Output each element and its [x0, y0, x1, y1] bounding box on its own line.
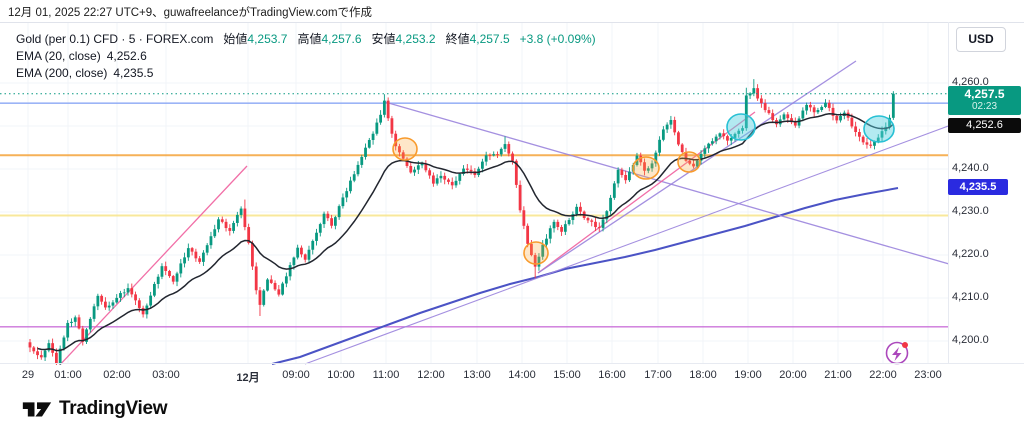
high-value: 4,257.6	[321, 32, 362, 46]
time-axis-label: 12:00	[417, 369, 445, 381]
creation-attribution: 12月 01, 2025 22:27 UTC+9、guwafreelanceがT…	[8, 7, 373, 19]
ema20-line	[37, 113, 894, 352]
time-axis-label: 10:00	[327, 369, 355, 381]
last-price-value: 4,257.5	[964, 87, 1005, 101]
open-value: 4,253.7	[247, 32, 288, 46]
legend-symbol-row[interactable]: Gold (per 0.1) CFD · 5 · FOREX.com 始値4,25…	[16, 31, 596, 48]
time-axis-label: 03:00	[152, 369, 180, 381]
ema20-value: 4,252.6	[106, 49, 147, 63]
change-value: +3.8 (+0.09%)	[519, 32, 596, 46]
price-axis-label: 4,200.0	[952, 334, 989, 346]
chart-legend: Gold (per 0.1) CFD · 5 · FOREX.com 始値4,25…	[16, 31, 596, 82]
time-axis-label: 13:00	[463, 369, 491, 381]
high-label: 高値	[297, 32, 322, 46]
time-axis-label: 12月	[236, 372, 260, 384]
price-axis-label: 4,260.0	[952, 76, 989, 88]
last-price-badge: 4,257.5 02:23	[948, 86, 1021, 115]
time-axis-label: 18:00	[689, 369, 717, 381]
price-axis-label: 4,240.0	[952, 162, 989, 174]
time-axis-label: 01:00	[54, 369, 82, 381]
time-axis-label: 16:00	[598, 369, 626, 381]
ema200-value: 4,235.5	[113, 66, 154, 80]
low-value: 4,253.2	[395, 32, 436, 46]
time-axis-label: 20:00	[779, 369, 807, 381]
drawn-circles[interactable]	[392, 113, 895, 265]
time-axis-label: 14:00	[508, 369, 536, 381]
time-axis-label: 19:00	[734, 369, 762, 381]
gridlines	[0, 23, 948, 364]
time-axis-label: 02:00	[103, 369, 131, 381]
ema20-price-badge: 4,252.6	[948, 118, 1021, 133]
close-label: 終値	[445, 32, 470, 46]
alert-bolt-button[interactable]	[885, 341, 909, 365]
close-value: 4,257.5	[469, 32, 510, 46]
time-axis-label: 11:00	[372, 369, 400, 381]
time-axis-label: 17:00	[644, 369, 672, 381]
ema200-line	[271, 187, 899, 365]
time-axis-separator	[0, 363, 1024, 364]
tradingview-logo-text: TradingView	[59, 398, 168, 419]
candles	[28, 79, 895, 365]
horizontal-lines[interactable]	[0, 102, 948, 328]
chart-canvas[interactable]	[0, 23, 1024, 387]
time-axis-label: 09:00	[282, 369, 310, 381]
legend-ema200-row[interactable]: EMA (200, close) 4,235.5	[16, 65, 596, 82]
low-label: 安値	[371, 32, 396, 46]
bar-countdown: 02:23	[971, 101, 998, 112]
tradingview-logo-link[interactable]: TradingView	[22, 398, 168, 420]
open-label: 始値	[223, 32, 248, 46]
currency-toggle-button[interactable]: USD	[956, 27, 1006, 52]
ema20-label: EMA (20, close)	[16, 49, 101, 63]
time-axis-label: 23:00	[914, 369, 942, 381]
footer: TradingView	[0, 390, 1024, 441]
ema200-price-badge: 4,235.5	[948, 179, 1008, 195]
time-axis-label: 29	[21, 369, 35, 381]
price-axis-label: 4,220.0	[952, 248, 989, 260]
price-axis-label: 4,230.0	[952, 205, 989, 217]
legend-ema20-row[interactable]: EMA (20, close) 4,252.6	[16, 48, 596, 65]
price-axis-label: 4,210.0	[952, 291, 989, 303]
symbol-title[interactable]: Gold (per 0.1) CFD · 5 · FOREX.com	[16, 32, 214, 46]
time-axis-label: 15:00	[553, 369, 581, 381]
ema200-label: EMA (200, close)	[16, 66, 108, 80]
time-axis-label: 22:00	[869, 369, 897, 381]
chart-frame	[0, 22, 1024, 387]
tradingview-logo-icon	[22, 402, 52, 417]
time-axis-label: 21:00	[824, 369, 852, 381]
